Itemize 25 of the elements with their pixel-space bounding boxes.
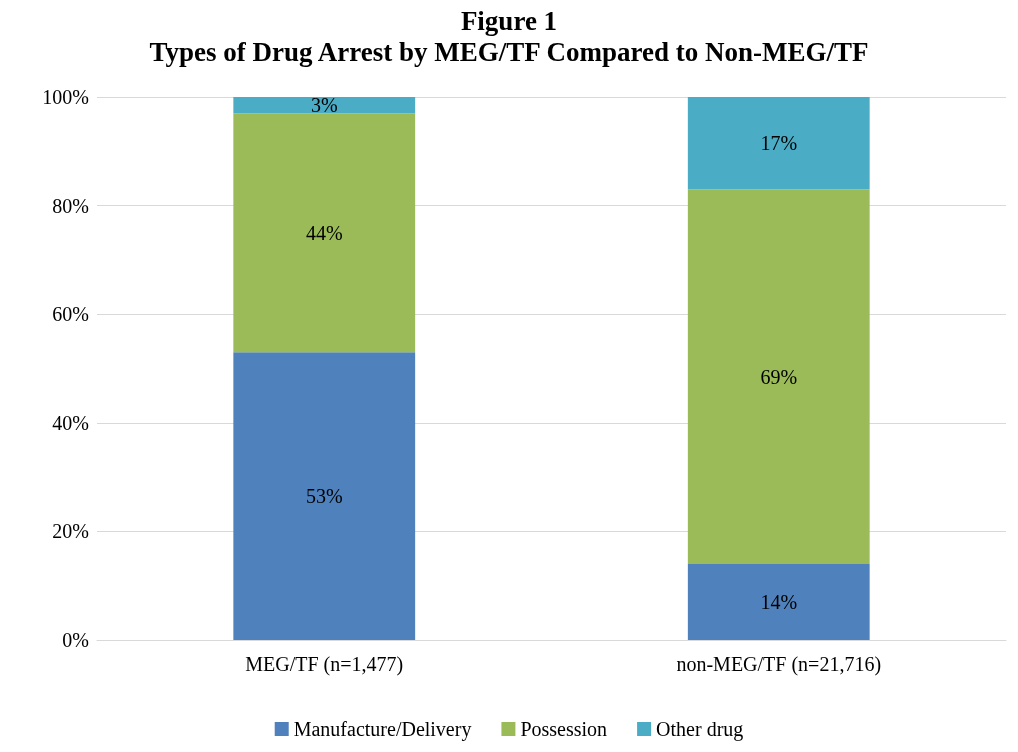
y-tick-label: 100% (42, 86, 89, 108)
data-label: 14% (760, 590, 798, 613)
x-tick-label: non-MEG/TF (n=21,716) (676, 653, 882, 676)
bar (687, 563, 870, 640)
legend-label: Other drug (656, 718, 744, 741)
bar (233, 113, 416, 353)
x-tick-label: MEG/TF (n=1,477) (245, 653, 404, 676)
y-tick-label: 40% (52, 411, 89, 434)
data-label: 3% (310, 94, 338, 117)
chart-subtitle: Types of Drug Arrest by MEG/TF Compared to Non-MEG/TF (149, 36, 869, 67)
bar (233, 97, 416, 114)
chart-title: Figure 1 (460, 5, 558, 36)
data-label: 17% (760, 132, 798, 155)
y-tick-label: 60% (52, 303, 89, 326)
data-label: 53% (305, 485, 343, 508)
bar (687, 189, 870, 564)
bar (687, 97, 870, 190)
y-tick-label: 20% (52, 520, 89, 543)
legend-label: Possession (520, 718, 608, 740)
y-tick-label: 80% (52, 194, 89, 217)
y-tick-label: 0% (62, 629, 89, 651)
data-label: 44% (305, 221, 343, 244)
data-label: 69% (760, 365, 798, 388)
legend-label: Manufacture/Delivery (293, 718, 472, 741)
bar (233, 352, 416, 640)
